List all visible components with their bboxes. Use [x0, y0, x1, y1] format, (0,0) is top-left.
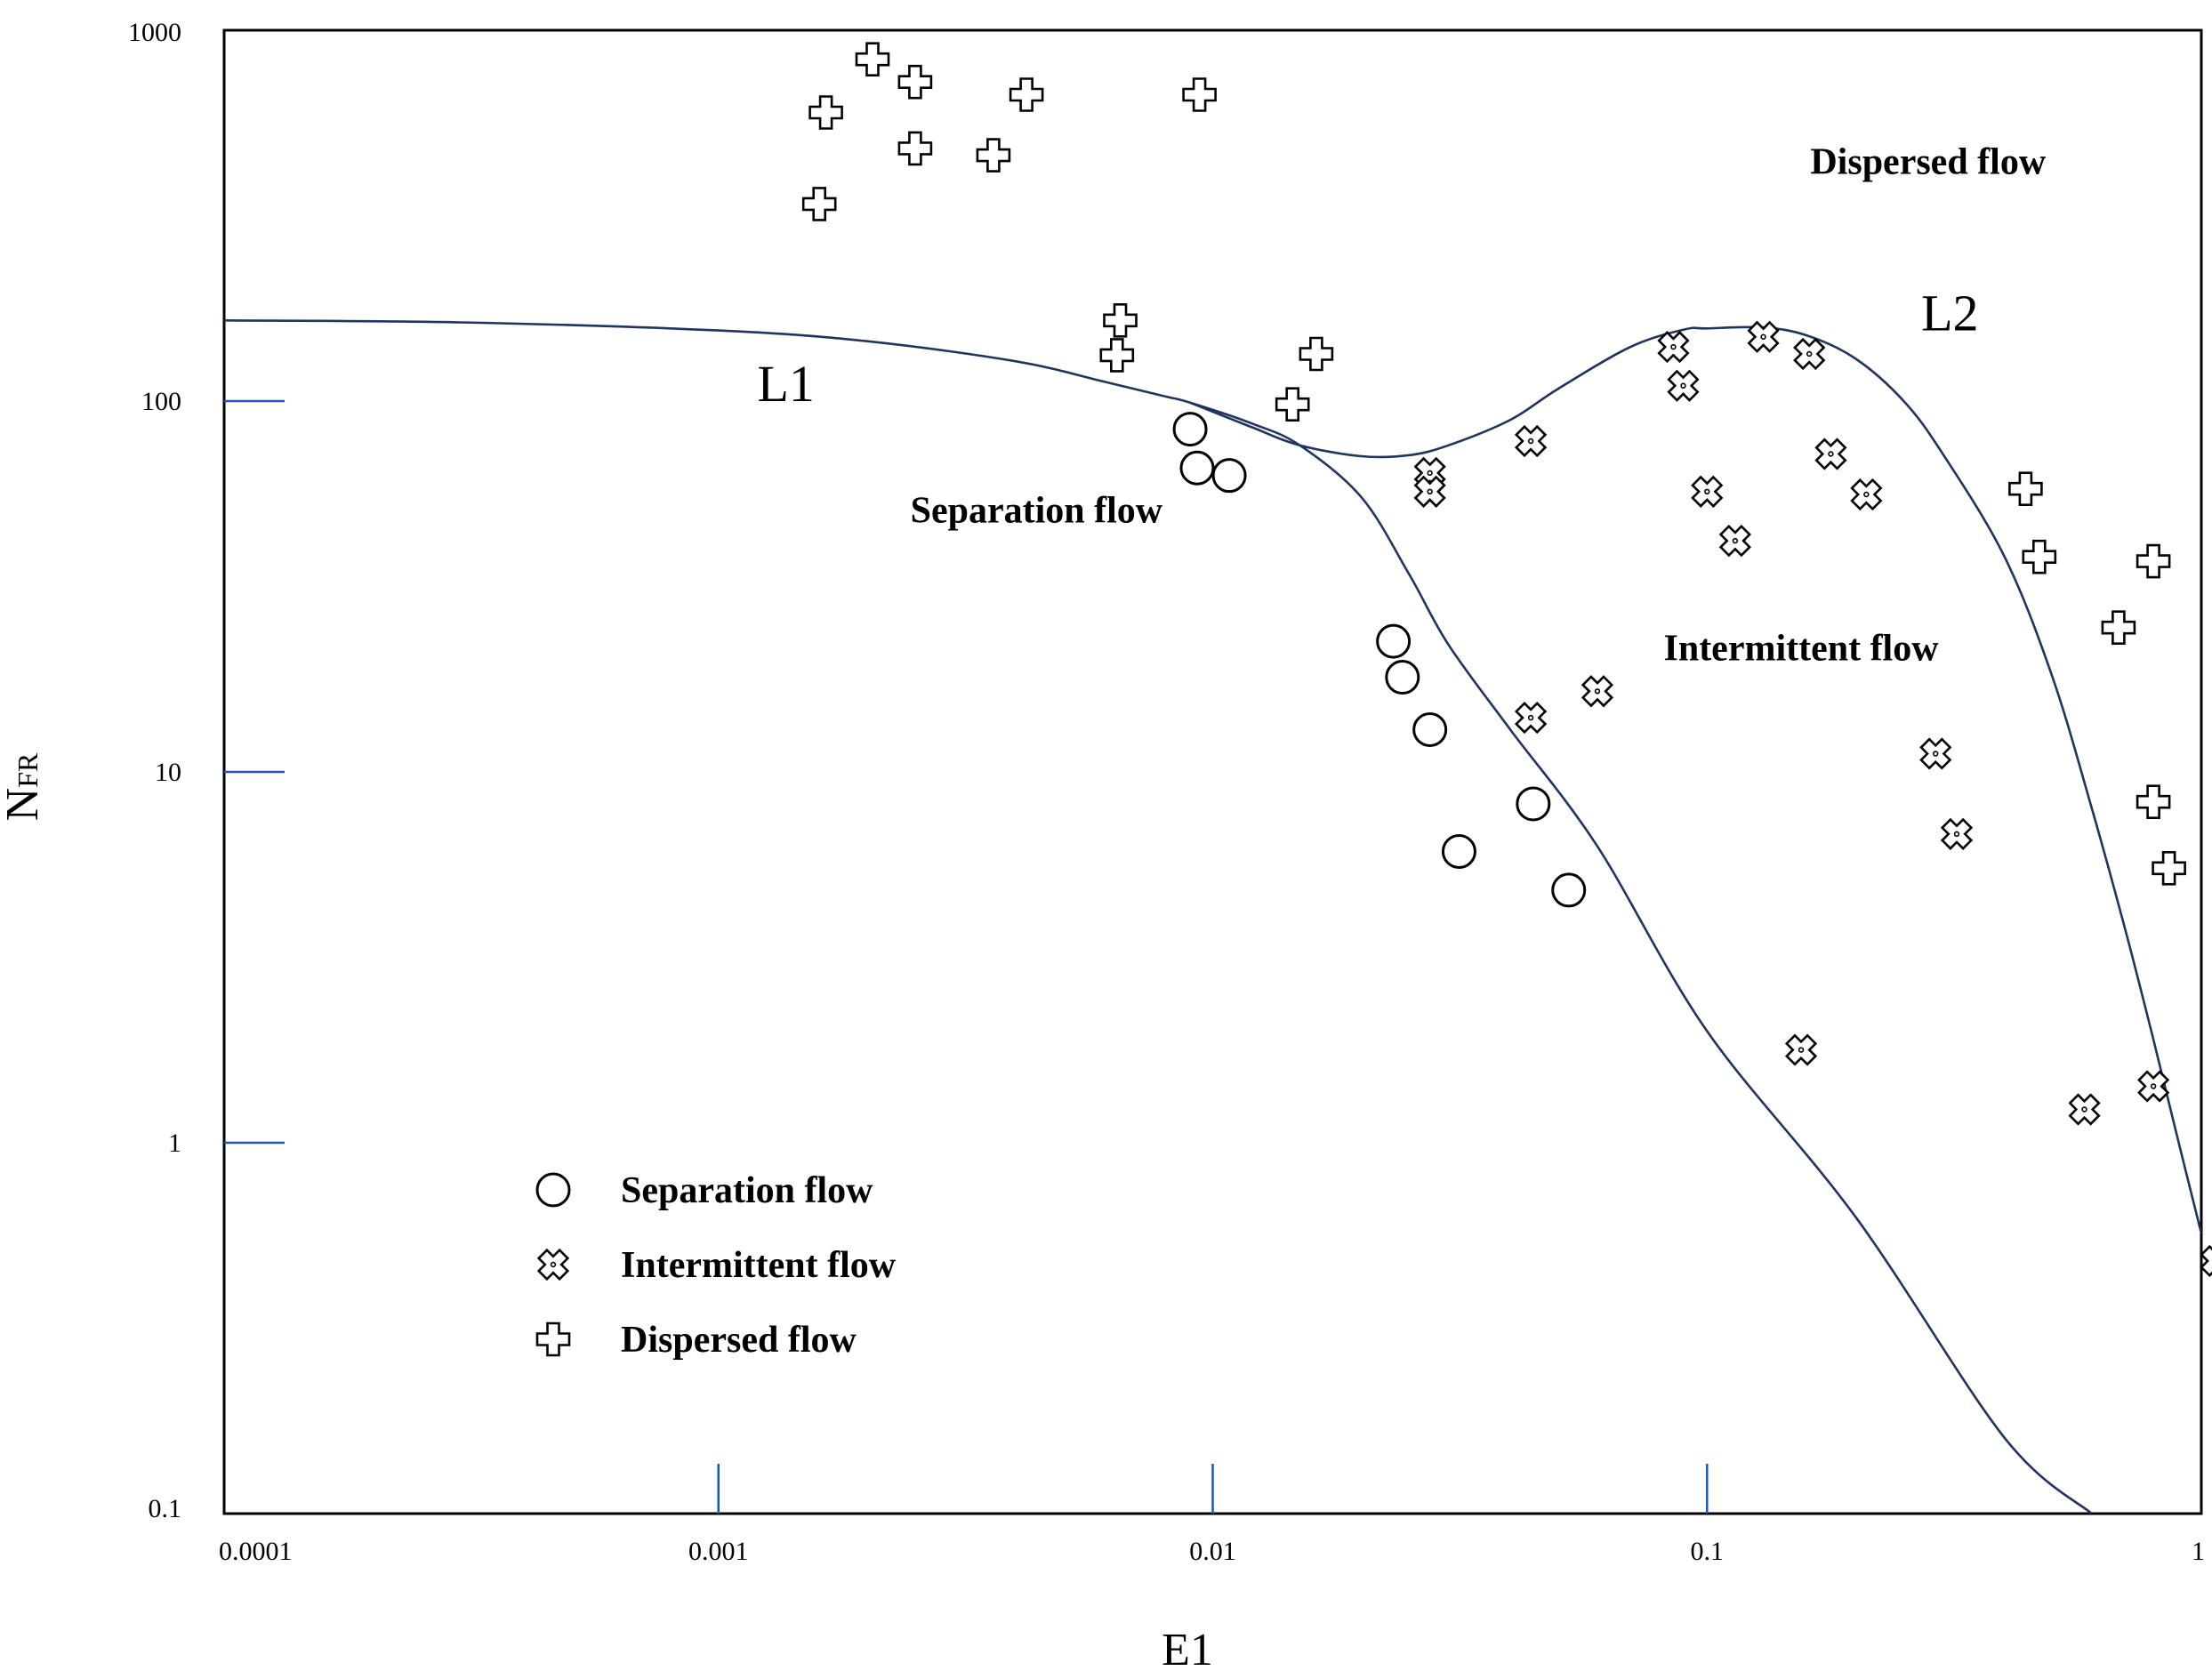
- x-tick-label: 0.001: [688, 1537, 749, 1566]
- x-tick-label: 0.1: [1691, 1537, 1725, 1566]
- intermittent-flow-point: [1814, 438, 1847, 470]
- intermittent-flow-point-center: [1427, 488, 1433, 495]
- separation-flow-point: [1172, 412, 1208, 447]
- intermittent-flow-point-center: [1760, 333, 1766, 340]
- intermittent-flow-point: [1793, 337, 1826, 371]
- x-tick-label: 1: [2192, 1537, 2205, 1566]
- intermittent-flow-point-center: [1828, 451, 1834, 457]
- intermittent-flow-point: [1581, 675, 1614, 708]
- legend-label: Separation flow: [621, 1170, 873, 1211]
- y-axis-title: NFR: [0, 752, 48, 821]
- dispersed-flow-point: [1182, 77, 1217, 112]
- x-tick-label: 0.01: [1189, 1537, 1236, 1566]
- dispersed-flow-point: [897, 131, 933, 166]
- intermittent-flow-point: [1667, 369, 1700, 402]
- intermittent-flow-point: [2137, 1070, 2170, 1103]
- y-tick-label: 100: [141, 387, 181, 416]
- intermittent-flow-point: [1413, 475, 1446, 508]
- intermittent-flow-point-center: [1427, 470, 1433, 477]
- curve-label-l1: L1: [758, 355, 815, 413]
- intermittent-flow-point: [1691, 475, 1724, 508]
- curve-l2: [1189, 325, 2201, 1234]
- separation-flow-point: [1551, 872, 1587, 908]
- intermittent-flow-point: [2200, 1244, 2212, 1278]
- intermittent-flow-point-center: [1527, 714, 1534, 721]
- intermittent-flow-point: [1514, 424, 1548, 458]
- legend-label: Intermittent flow: [621, 1245, 897, 1286]
- y-tick-label: 10: [155, 758, 181, 787]
- dispersed-flow-point: [2101, 610, 2136, 646]
- separation-flow-point: [1385, 660, 1420, 695]
- intermittent-flow-point-center: [1594, 688, 1601, 695]
- intermittent-flow-point: [1657, 330, 1690, 364]
- dispersed-flow-point: [2152, 850, 2186, 886]
- dispersed-flow-point: [2136, 784, 2171, 820]
- intermittent-flow-point: [1850, 478, 1883, 511]
- intermittent-flow-point-center: [1680, 382, 1686, 389]
- dispersed-flow-point: [1275, 387, 1310, 422]
- y-tick-label: 1: [168, 1129, 181, 1158]
- legend-label: Dispersed flow: [621, 1320, 857, 1361]
- dispersed-flow-point: [808, 95, 843, 130]
- intermittent-flow-point-center: [1863, 491, 1870, 498]
- dispersed-flow-point: [1009, 77, 1044, 112]
- dispersed-flow-point: [855, 42, 890, 76]
- separation-flow-point: [1376, 623, 1412, 659]
- region-label-intermittent-flow: Intermittent flow: [1663, 628, 1939, 669]
- region-label-separation-flow: Separation flow: [911, 491, 1163, 532]
- separation-flow-point: [1211, 458, 1247, 494]
- dispersed-flow-point: [2008, 471, 2043, 507]
- region-label-dispersed-flow: Dispersed flow: [1810, 141, 2046, 182]
- y-axis-title-sub: FR: [12, 752, 44, 788]
- legend: Separation flow Intermittent flow Disperse…: [535, 1170, 897, 1361]
- intermittent-flow-point: [1718, 524, 1751, 558]
- intermittent-flow-point-center: [1527, 438, 1534, 445]
- legend-marker-circle: [535, 1172, 571, 1208]
- intermittent-flow-point-center: [1806, 350, 1813, 357]
- chart-labels: L1 L2 Dispersed flow Separation flow Intermi…: [758, 141, 2047, 669]
- curve-l1: [224, 319, 2093, 1514]
- legend-marker-plus: [535, 1322, 571, 1357]
- separation-flow-point: [1441, 834, 1476, 870]
- intermittent-flow-point: [2068, 1093, 2101, 1126]
- x-tick-label: 0.0001: [219, 1537, 293, 1566]
- intermittent-flow-point-center: [1953, 831, 1960, 838]
- intermittent-flow-point: [1747, 320, 1780, 353]
- intermittent-flow-point: [1514, 701, 1548, 735]
- intermittent-flow-point: [1784, 1033, 1818, 1066]
- legend-marker-x-center: [550, 1261, 557, 1268]
- separation-flow-point: [1179, 450, 1215, 486]
- intermittent-flow-point-center: [1933, 751, 1939, 757]
- dispersed-flow-point: [2136, 543, 2171, 579]
- y-tick-label: 1000: [128, 18, 181, 47]
- intermittent-flow-point: [1919, 737, 1952, 770]
- data-points: [801, 42, 2212, 1278]
- dispersed-flow-point: [1103, 302, 1138, 338]
- dispersed-flow-point: [976, 138, 1011, 173]
- intermittent-flow-point-center: [1732, 537, 1739, 544]
- legend-marker-x: [536, 1248, 570, 1281]
- boundary-curves: [224, 319, 2201, 1514]
- separation-flow-point: [1516, 786, 1551, 822]
- y-tick-label: 0.1: [149, 1494, 182, 1523]
- dispersed-flow-point: [1099, 338, 1135, 373]
- intermittent-flow-point-center: [1798, 1047, 1805, 1053]
- intermittent-flow-point: [1940, 817, 1974, 850]
- intermittent-flow-point-center: [2150, 1083, 2157, 1089]
- intermittent-flow-point-center: [1704, 488, 1710, 495]
- y-axis-title-main: N: [0, 788, 48, 822]
- axis-ticks: 0.0001 0.001 0.01 0.1 1 0.1 1 10 100 1000: [128, 18, 2205, 1566]
- separation-flow-point: [1412, 711, 1448, 747]
- dispersed-flow-point: [801, 187, 837, 221]
- x-axis-title: E1: [1162, 1625, 1213, 1675]
- curve-label-l2: L2: [1921, 285, 1978, 342]
- dispersed-flow-point: [2022, 539, 2057, 574]
- dispersed-flow-point: [1299, 336, 1334, 372]
- dispersed-flow-point: [897, 64, 933, 100]
- intermittent-flow-point-center: [1670, 343, 1677, 350]
- intermittent-flow-point-center: [2081, 1106, 2087, 1113]
